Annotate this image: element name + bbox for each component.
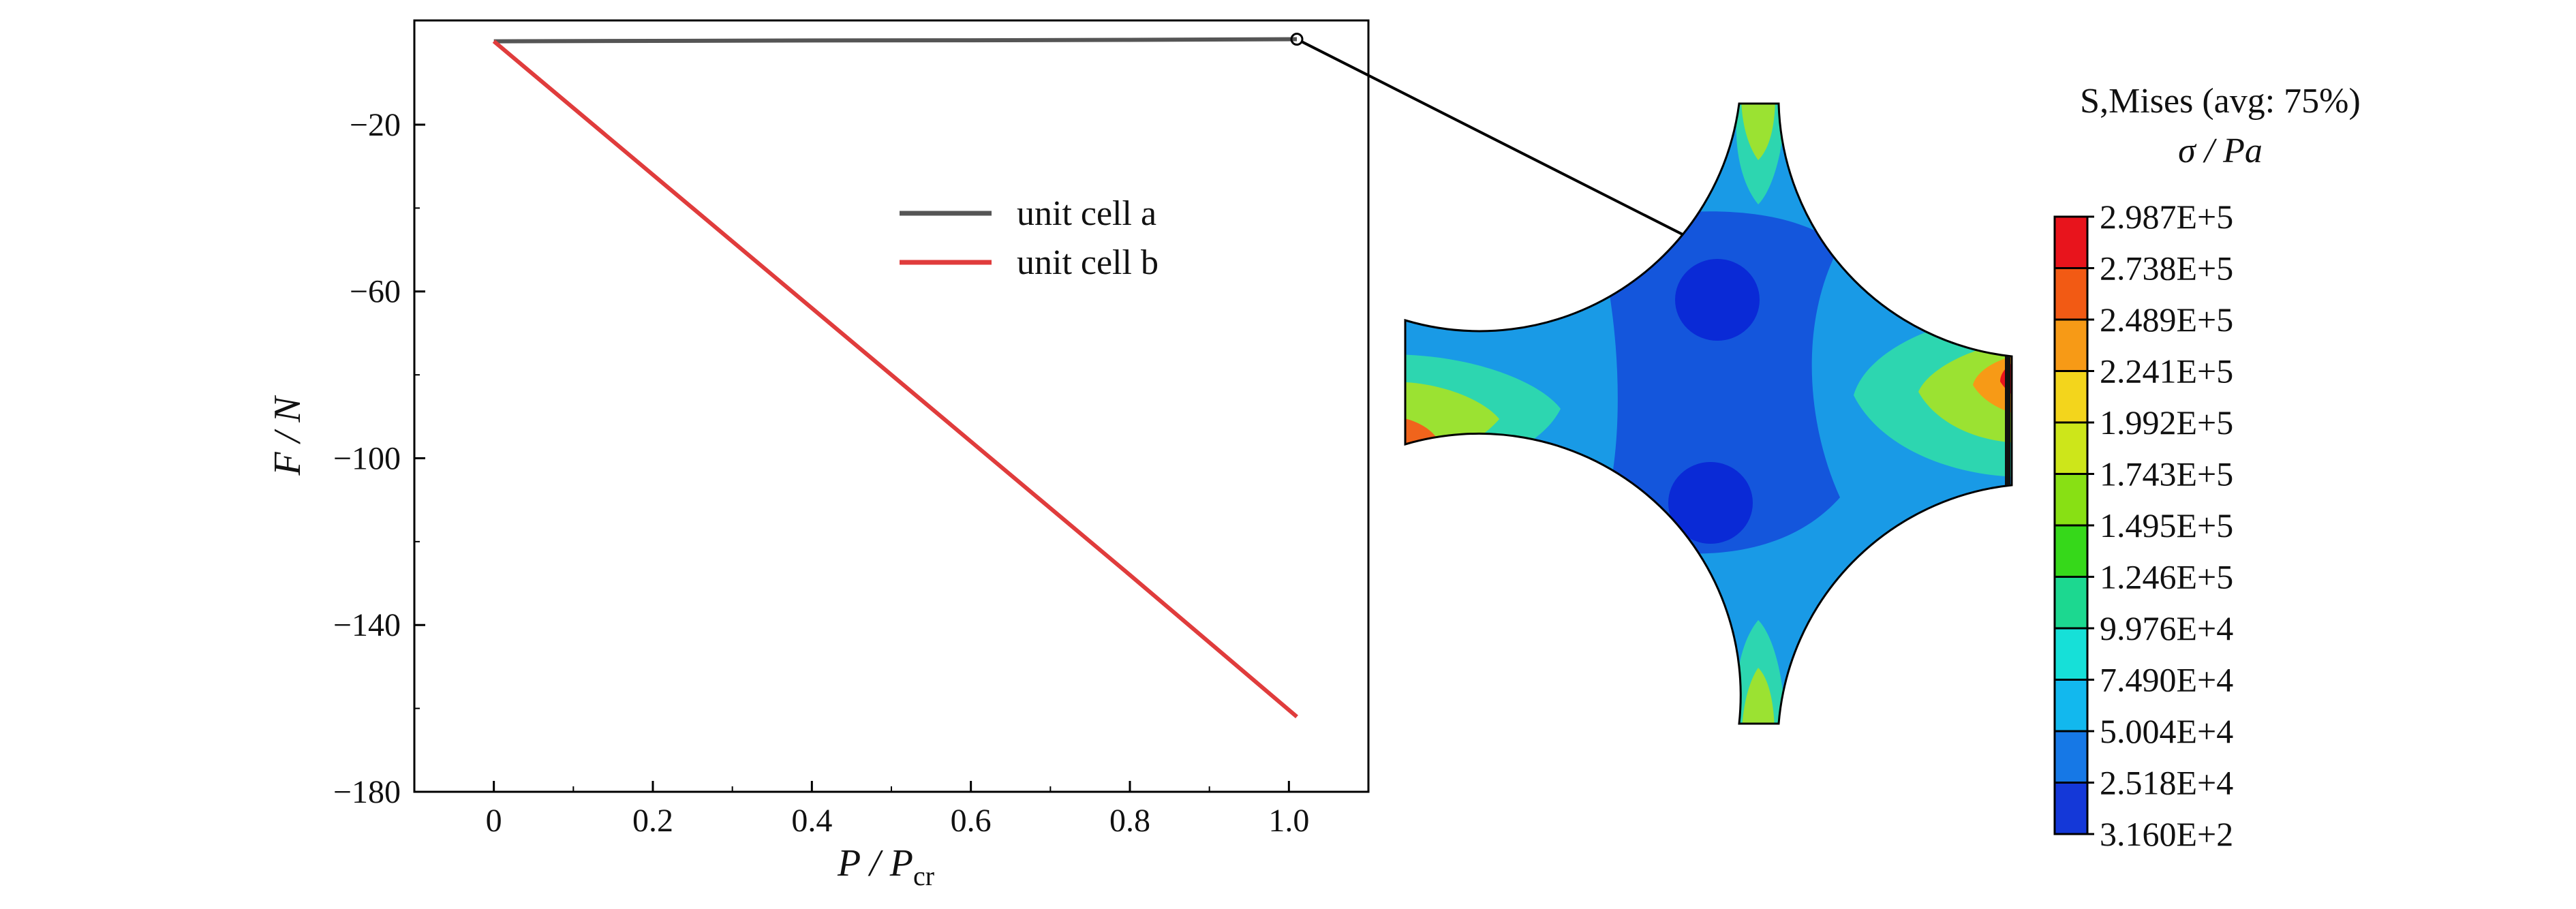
stress-contour-plot — [1404, 102, 2013, 725]
colorbar-block — [2055, 422, 2087, 474]
colorbar-label: 1.495E+5 — [2100, 506, 2233, 544]
y-tick-label: −100 — [333, 440, 401, 476]
y-tick-label: −140 — [333, 607, 401, 643]
x-tick-label: 0 — [486, 803, 502, 839]
colorbar-block — [2055, 782, 2087, 834]
colorbar-block — [2055, 731, 2087, 783]
colorbar-subtitle: σ / Pa — [2178, 132, 2263, 170]
colorbar-block — [2055, 576, 2087, 628]
x-tick-label: 1.0 — [1268, 803, 1309, 839]
x-tick-label: 0.2 — [632, 803, 673, 839]
colorbar-label: 2.489E+5 — [2100, 301, 2233, 339]
y-tick-label: −60 — [350, 274, 401, 310]
y-axis-ticks: −20 −60 −100 −140 −180 — [333, 107, 425, 810]
colorbar-block — [2055, 474, 2087, 525]
end-point-marker — [1290, 33, 1304, 46]
colorbar-block — [2055, 320, 2087, 371]
colorbar-block — [2055, 679, 2087, 731]
x-axis-title: P / Pcr — [837, 842, 934, 891]
legend-label-unit-cell-a: unit cell a — [1017, 194, 1156, 233]
colorbar-block — [2055, 628, 2087, 680]
series-lines — [492, 37, 1298, 719]
colorbar-label: 2.987E+5 — [2100, 198, 2233, 236]
colorbar-title: S,Mises (avg: 75%) — [2080, 82, 2361, 121]
y-axis-title: F / N — [266, 395, 309, 476]
series-line-unit-cell-a — [493, 37, 1298, 44]
x-axis-ticks: 0 0.2 0.4 0.6 0.8 1.0 — [486, 781, 1309, 839]
colorbar-label: 1.743E+5 — [2100, 455, 2233, 493]
colorbar: S,Mises (avg: 75%) σ / Pa 2.987E+5 2.738E… — [2053, 82, 2361, 853]
colorbar-label: 1.246E+5 — [2100, 558, 2233, 596]
colorbar-block — [2055, 268, 2087, 320]
colorbar-block — [2055, 217, 2087, 268]
colorbar-label: 2.241E+5 — [2100, 352, 2233, 390]
colorbar-label: 3.160E+2 — [2100, 815, 2233, 853]
colorbar-label: 1.992E+5 — [2100, 403, 2233, 442]
y-tick-label: −20 — [350, 107, 401, 143]
x-tick-label: 0.8 — [1109, 803, 1150, 839]
line-chart: 0 0.2 0.4 0.6 0.8 1.0 −20 −60 −100 −140 −180 P / … — [266, 19, 2008, 891]
legend: unit cell a unit cell b — [900, 194, 1159, 282]
colorbar-block — [2055, 525, 2087, 577]
x-tick-label: 0.4 — [791, 803, 832, 839]
colorbar-label: 9.976E+4 — [2100, 609, 2233, 647]
colorbar-label: 5.004E+4 — [2100, 712, 2233, 750]
plot-frame — [413, 19, 1370, 793]
legend-label-unit-cell-b: unit cell b — [1017, 243, 1159, 282]
colorbar-label: 7.490E+4 — [2100, 661, 2233, 699]
y-tick-label: −180 — [333, 774, 401, 810]
colorbar-label: 2.738E+5 — [2100, 249, 2233, 288]
x-tick-label: 0.6 — [951, 803, 992, 839]
colorbar-block — [2055, 371, 2087, 422]
colorbar-labels: 2.987E+5 2.738E+5 2.489E+5 2.241E+5 1.992E+5… — [2055, 198, 2233, 853]
colorbar-label: 2.518E+4 — [2100, 764, 2233, 802]
series-line-unit-cell-b — [492, 40, 1298, 719]
